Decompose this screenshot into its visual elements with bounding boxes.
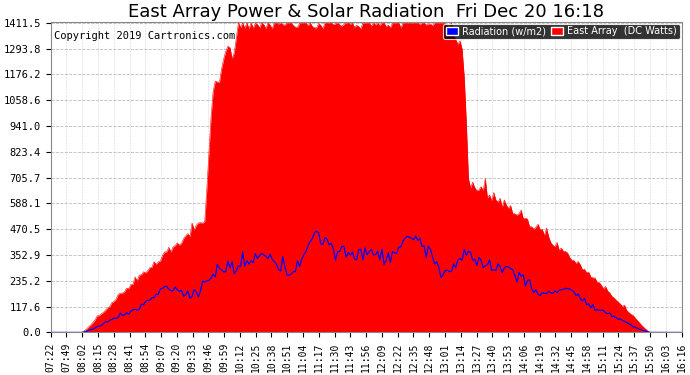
Text: Copyright 2019 Cartronics.com: Copyright 2019 Cartronics.com bbox=[54, 31, 235, 41]
Legend: Radiation (w/m2), East Array  (DC Watts): Radiation (w/m2), East Array (DC Watts) bbox=[443, 24, 680, 39]
Title: East Array Power & Solar Radiation  Fri Dec 20 16:18: East Array Power & Solar Radiation Fri D… bbox=[128, 3, 604, 21]
